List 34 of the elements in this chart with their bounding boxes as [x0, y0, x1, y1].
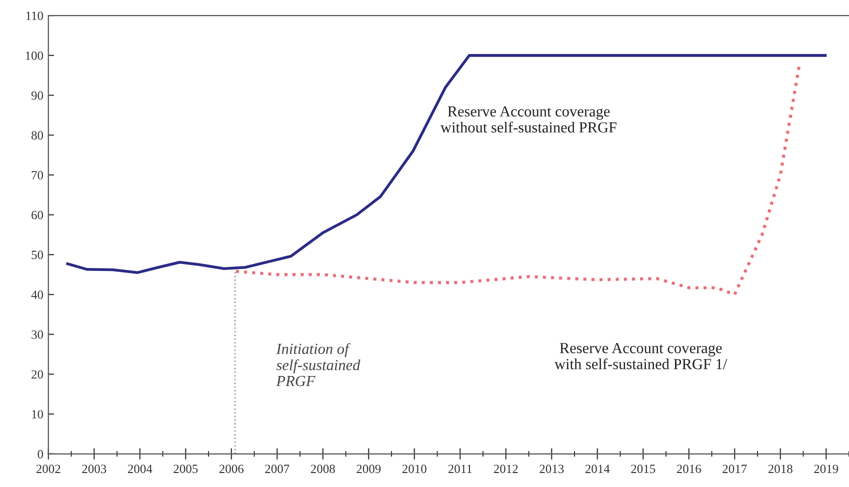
x-tick-label: 2013	[540, 464, 564, 474]
annotation: Reserve Account coverage with self-sustained PRGF 1/	[554, 343, 728, 370]
x-tick-label: 2010	[402, 464, 426, 474]
annotation: Reserve Account coverage without self-sustained PRGF	[440, 106, 616, 133]
x-tick-label: 2011	[448, 464, 472, 474]
x-tick-label: 2007	[265, 464, 290, 474]
x-tick-label: 2016	[676, 464, 702, 474]
x-tick-label: 2008	[310, 464, 335, 474]
x-tick-label: 2009	[356, 464, 381, 474]
x-tick-label: 2004	[128, 464, 152, 474]
y-tick-label: 110	[26, 12, 44, 20]
x-tick-label: 2019	[814, 464, 838, 474]
y-tick-label: 100	[26, 51, 44, 60]
y-tick-label: 40	[31, 290, 44, 299]
line-series	[66, 54, 827, 274]
ref-line-label: Initiation of self-sustained PRGF	[276, 343, 360, 386]
x-tick-label: 2006	[219, 464, 244, 474]
y-tick-label: 70	[32, 170, 44, 180]
x-tick-label: 2015	[631, 464, 656, 474]
x-tick-label: 2018	[768, 464, 792, 474]
x-tick-label: 2003	[82, 464, 106, 474]
x-tick-label: 2012	[494, 464, 518, 474]
y-tick-label: 10	[32, 410, 44, 418]
x-tick-label: 2005	[174, 464, 198, 474]
y-tick-label: 30	[32, 330, 44, 339]
x-tick-label: 2017	[722, 464, 747, 474]
y-tick-label: 90	[31, 91, 44, 100]
x-tick-label: 2014	[585, 464, 610, 474]
y-tick-label: 60	[32, 210, 44, 220]
y-tick-label: 50	[32, 250, 44, 260]
y-tick-label: 80	[32, 131, 44, 140]
y-tick-label: 0	[38, 450, 44, 458]
x-tick-label: 2002	[36, 464, 60, 474]
y-tick-label: 20	[32, 370, 44, 379]
